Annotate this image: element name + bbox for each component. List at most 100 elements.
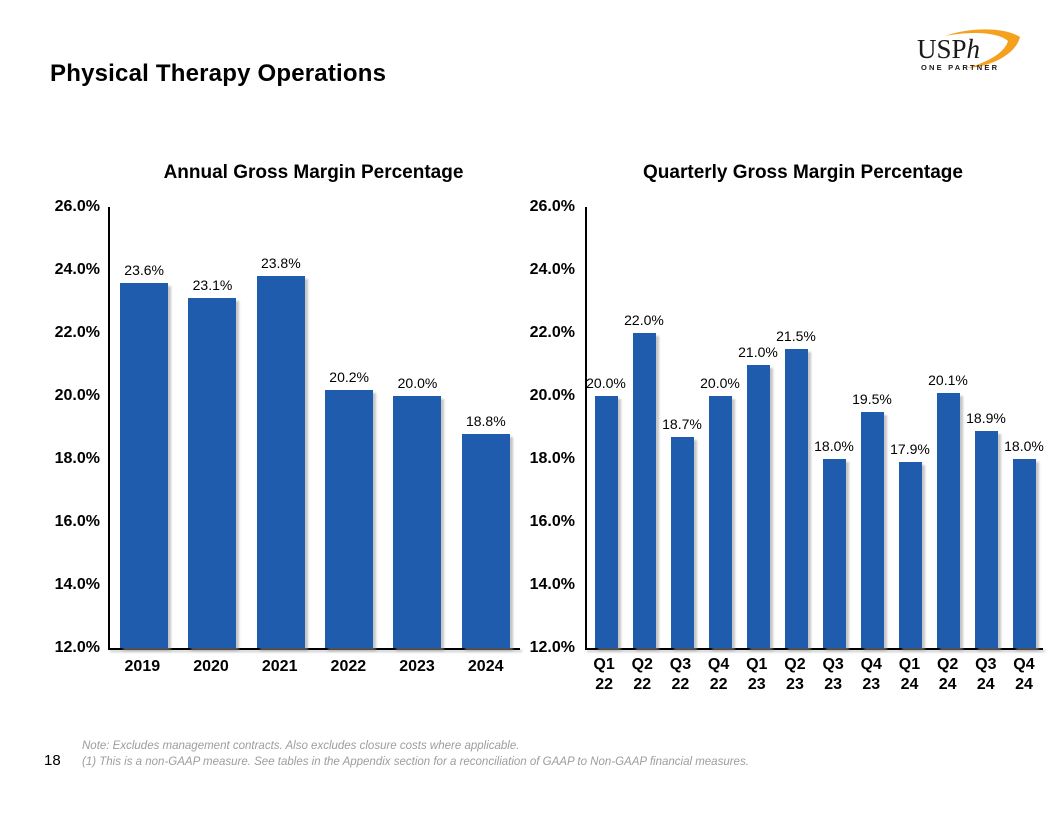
quarterly-bars: 20.0% 22.0% 18.7% 20.0% 21.0% 21.5% 18.0% 19.5%…: [586, 207, 1044, 648]
bar: [974, 430, 998, 648]
bar-slot: 18.0%: [814, 207, 854, 648]
bar-data-label: 18.0%: [814, 438, 854, 454]
quarterly-gross-margin-chart: Quarterly Gross Margin Percentage 26.0% 2…: [520, 160, 1056, 735]
x-category-label: Q2 22: [631, 656, 653, 693]
x-category-label: 2024: [467, 658, 504, 675]
logo-swoosh-icon: [945, 29, 1020, 68]
x-category-label: 2023: [399, 658, 435, 675]
y-tick-label: 26.0%: [529, 198, 575, 215]
bar: [784, 348, 808, 648]
x-category-label: Q3 23: [822, 656, 844, 693]
bar: [256, 276, 305, 648]
bar-data-label: 23.8%: [260, 255, 301, 272]
annual-bars: 23.6% 23.1% 23.8% 20.2% 20.0% 18.8%: [110, 207, 520, 648]
annual-plot-area: 23.6% 23.1% 23.8% 20.2% 20.0% 18.8%: [108, 207, 520, 650]
logo-wordmark: USP: [917, 34, 967, 64]
bar-slot: 20.0%: [700, 207, 740, 648]
x-category-label: Q4 23: [860, 656, 882, 693]
bar-data-label: 18.7%: [662, 416, 702, 432]
y-tick-label: 12.0%: [529, 639, 575, 656]
quarterly-chart-title: Quarterly Gross Margin Percentage: [643, 162, 963, 183]
x-category-label: Q1 22: [593, 656, 615, 693]
footnote-line: Note: Excludes management contracts. Als…: [82, 740, 520, 752]
quarterly-y-axis-line: [585, 207, 587, 648]
x-category-label: 2022: [330, 658, 367, 675]
y-tick-label: 14.0%: [54, 576, 100, 593]
annual-gross-margin-chart: Annual Gross Margin Percentage 26.0% 24.0…: [40, 160, 532, 735]
quarterly-y-axis-labels: 26.0% 24.0% 22.0% 20.0% 18.0% 16.0% 14.0% 12.0%: [520, 198, 575, 656]
bar-data-label: 22.0%: [624, 312, 664, 328]
x-category-label: 2021: [261, 658, 298, 675]
bar-slot: 18.9%: [966, 207, 1006, 648]
svg-text:USPh: USPh: [917, 34, 980, 64]
bar: [325, 389, 374, 648]
logo-wordmark-italic: h: [967, 34, 981, 64]
x-category-label: 2020: [193, 658, 229, 675]
annual-chart-title: Annual Gross Margin Percentage: [163, 162, 464, 183]
bar-data-label: 20.0%: [700, 375, 740, 391]
quarterly-x-axis-labels: Q1 22 Q2 22 Q3 22 Q4 22 Q1 23 Q2 23 Q3 23 Q4 23…: [585, 655, 1043, 695]
bar: [1012, 459, 1036, 648]
footnotes: Note: Excludes management contracts. Als…: [82, 739, 749, 770]
quarterly-plot-area: 20.0% 22.0% 18.7% 20.0% 21.0% 21.5% 18.0% 19.5%…: [585, 207, 1044, 650]
annual-x-axis-labels: 2019 2020 2021 2022 2023 2024: [108, 657, 520, 677]
usph-logo: USPh ONE PARTNER: [915, 22, 1025, 82]
bar-data-label: 21.5%: [776, 327, 816, 344]
bar: [898, 462, 922, 648]
x-category-label: Q1 24: [898, 656, 921, 693]
y-tick-label: 14.0%: [529, 576, 575, 593]
bar-slot: 20.2%: [315, 207, 383, 648]
y-tick-label: 22.0%: [529, 324, 575, 341]
bar-slot: 23.6%: [110, 207, 178, 648]
y-tick-label: 16.0%: [529, 513, 575, 530]
x-category-label: Q4 24: [1013, 656, 1035, 693]
usph-logo-graphic: USPh ONE PARTNER: [917, 29, 1020, 72]
y-tick-label: 12.0%: [54, 639, 100, 656]
y-tick-label: 20.0%: [529, 387, 575, 404]
bar-data-label: 19.5%: [852, 390, 892, 407]
bar-slot: 23.8%: [247, 207, 315, 648]
x-category-label: Q1 23: [746, 656, 768, 693]
bar: [632, 333, 656, 648]
bar: [708, 396, 732, 648]
y-tick-label: 16.0%: [54, 513, 100, 530]
bar: [936, 392, 960, 648]
bar-data-label: 20.1%: [928, 371, 968, 388]
y-tick-label: 18.0%: [54, 450, 100, 467]
bar: [461, 433, 510, 648]
bar: [860, 411, 884, 648]
bar-slot: 21.5%: [776, 207, 816, 648]
x-category-label: 2019: [124, 658, 161, 675]
bar-slot: 23.1%: [178, 207, 246, 648]
bar-data-label: 17.9%: [890, 441, 930, 458]
bar-slot: 20.1%: [928, 207, 968, 648]
page-title: Physical Therapy Operations: [50, 60, 387, 87]
bar-data-label: 20.0%: [397, 375, 438, 391]
bar-slot: 19.5%: [852, 207, 892, 648]
bar-slot: 20.0%: [586, 207, 626, 648]
page-number: 18: [44, 752, 61, 769]
bar-slot: 20.0%: [383, 207, 451, 648]
bar-data-label: 20.0%: [586, 375, 626, 391]
bar: [822, 459, 846, 648]
bar-data-label: 18.0%: [1004, 438, 1044, 454]
x-category-label: Q3 24: [975, 656, 997, 693]
bar-data-label: 23.1%: [192, 277, 233, 294]
logo-tagline: ONE PARTNER: [921, 63, 999, 72]
y-tick-label: 24.0%: [529, 261, 575, 278]
bar-slot: 22.0%: [624, 207, 664, 648]
x-category-label: Q2 24: [936, 656, 959, 693]
bar-slot: 18.0%: [1004, 207, 1044, 648]
bar: [746, 364, 770, 648]
bar-data-label: 21.0%: [738, 343, 778, 360]
bar: [670, 437, 694, 648]
annual-y-axis-line: [108, 207, 110, 648]
bar-slot: 18.7%: [662, 207, 702, 648]
quarterly-x-axis-line: [585, 648, 1043, 650]
y-tick-label: 22.0%: [54, 324, 100, 341]
bar-slot: 17.9%: [890, 207, 930, 648]
y-tick-label: 20.0%: [54, 387, 100, 404]
bar-data-label: 18.9%: [966, 409, 1006, 426]
bar-data-label: 20.2%: [329, 368, 369, 385]
